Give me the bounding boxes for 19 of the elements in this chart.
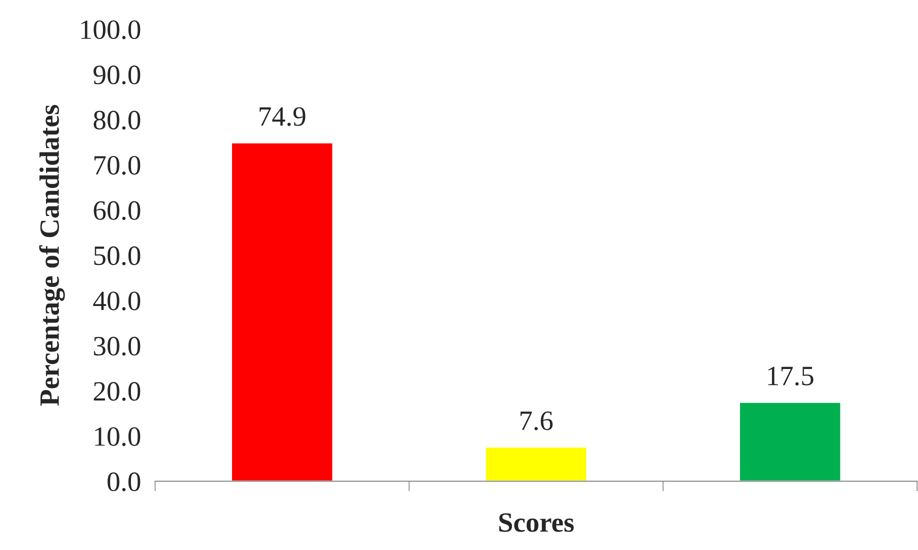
bar [230, 142, 334, 482]
y-tick-label: 70.0 [94, 156, 140, 175]
bar [738, 401, 842, 482]
y-tick-label: 30.0 [94, 336, 140, 356]
y-tick-label: 0.0 [108, 472, 140, 492]
data-label: 7.6 [520, 411, 553, 430]
data-label: 17.5 [768, 366, 814, 386]
y-tick-label: 40.0 [93, 292, 140, 310]
y-tick-label: 80.0 [94, 110, 140, 130]
y-tick-label: 10.0 [95, 427, 140, 446]
y-tick-label: 60.0 [94, 201, 140, 220]
y-axis-title: Percentage of Candidates [39, 104, 65, 406]
bar [484, 446, 588, 482]
x-axis-title: Scores [499, 513, 574, 532]
y-tick-label: 90.0 [94, 66, 140, 84]
data-label: 74.9 [260, 107, 306, 126]
y-tick-label: 50.0 [94, 246, 140, 266]
y-tick-label: 20.0 [94, 382, 140, 401]
y-tick-label: 100.0 [81, 20, 140, 40]
